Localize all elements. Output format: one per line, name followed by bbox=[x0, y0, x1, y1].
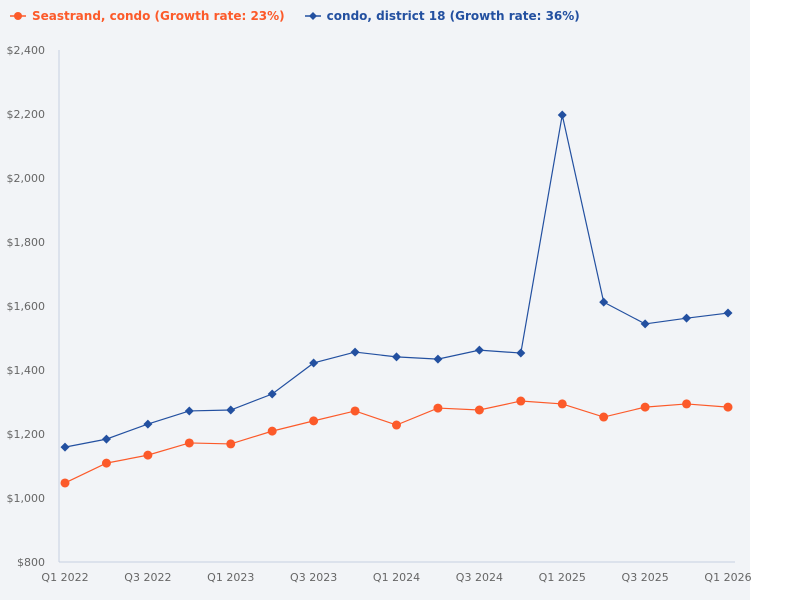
y-tick-label: $1,600 bbox=[7, 300, 46, 313]
x-tick-label: Q1 2022 bbox=[41, 571, 88, 584]
chart-panel bbox=[0, 0, 750, 600]
y-tick-label: $2,000 bbox=[7, 172, 46, 185]
data-point bbox=[350, 347, 360, 357]
data-point bbox=[309, 416, 319, 426]
y-tick-label: $2,400 bbox=[7, 44, 46, 57]
data-point bbox=[267, 426, 277, 436]
data-point bbox=[682, 313, 692, 323]
y-tick-label: $1,000 bbox=[7, 492, 46, 505]
x-tick-label: Q1 2024 bbox=[373, 571, 420, 584]
diamond-marker-icon bbox=[304, 12, 321, 20]
y-tick-label: $1,800 bbox=[7, 236, 46, 249]
x-tick-label: Q3 2023 bbox=[290, 571, 337, 584]
data-point bbox=[267, 389, 277, 399]
data-point bbox=[516, 348, 526, 358]
data-point bbox=[474, 345, 484, 355]
data-point bbox=[599, 412, 609, 422]
x-tick-label: Q1 2025 bbox=[539, 571, 586, 584]
legend-item-seastrand[interactable]: Seastrand, condo (Growth rate: 23%) bbox=[10, 9, 285, 23]
x-tick-label: Q3 2025 bbox=[622, 571, 669, 584]
x-tick-label: Q3 2024 bbox=[456, 571, 503, 584]
series-line bbox=[64, 114, 729, 448]
legend-item-district-18[interactable]: condo, district 18 (Growth rate: 36%) bbox=[304, 9, 580, 23]
y-tick-label: $1,200 bbox=[7, 428, 46, 441]
data-point bbox=[143, 419, 153, 429]
data-point bbox=[184, 406, 194, 416]
data-point bbox=[682, 399, 692, 409]
data-point bbox=[226, 439, 236, 449]
data-point bbox=[640, 319, 650, 329]
y-tick-label: $1,400 bbox=[7, 364, 46, 377]
data-point bbox=[392, 420, 401, 430]
circle-marker-icon bbox=[10, 12, 26, 20]
data-point bbox=[143, 450, 153, 460]
data-point bbox=[723, 308, 733, 318]
data-point bbox=[474, 405, 484, 415]
data-point bbox=[392, 352, 401, 362]
data-point bbox=[101, 434, 111, 444]
legend: Seastrand, condo (Growth rate: 23%) cond… bbox=[10, 9, 580, 23]
data-point bbox=[557, 399, 567, 409]
data-point bbox=[433, 403, 443, 413]
x-tick-label: Q3 2022 bbox=[124, 571, 171, 584]
data-point bbox=[599, 297, 609, 307]
data-point bbox=[350, 406, 360, 416]
data-point bbox=[101, 458, 111, 468]
series-line bbox=[64, 400, 729, 484]
data-point bbox=[60, 478, 70, 488]
data-point bbox=[516, 396, 526, 406]
data-point bbox=[723, 402, 733, 412]
legend-label: condo, district 18 (Growth rate: 36%) bbox=[326, 9, 580, 23]
data-point bbox=[184, 438, 194, 448]
y-tick-label: $800 bbox=[17, 556, 45, 569]
legend-label: Seastrand, condo (Growth rate: 23%) bbox=[32, 9, 285, 23]
x-tick-label: Q1 2023 bbox=[207, 571, 254, 584]
data-point bbox=[226, 405, 236, 415]
y-tick-label: $2,200 bbox=[7, 108, 46, 121]
data-point bbox=[557, 110, 567, 120]
data-point bbox=[640, 402, 650, 412]
data-point bbox=[60, 442, 70, 452]
data-point bbox=[309, 358, 319, 368]
x-tick-label: Q1 2026 bbox=[704, 571, 751, 584]
data-point bbox=[433, 354, 443, 364]
